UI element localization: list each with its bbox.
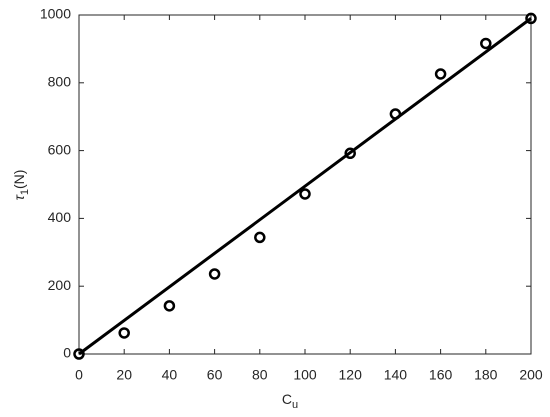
x-tick-label: 180 [474,367,498,383]
data-point [299,188,311,200]
x-tick-label: 100 [293,367,317,383]
y-tick-label: 0 [63,345,71,361]
data-point [73,348,85,360]
x-tick-label: 120 [339,367,363,383]
x-tick-label: 40 [162,367,178,383]
x-tick-label: 200 [519,367,543,383]
x-tick-label: 60 [207,367,223,383]
data-point [254,231,266,244]
y-label-subscript: 1 [19,189,31,195]
x-tick-label: 0 [75,367,83,383]
x-tick-label: 20 [116,367,132,383]
x-tick-label: 160 [429,367,453,383]
data-point [344,147,356,160]
y-tick-label: 1000 [40,6,71,22]
x-axis-label: Cu [282,391,298,411]
y-tick-label: 400 [48,209,72,225]
y-tick-label: 800 [48,74,72,90]
x-label-main: C [282,391,292,407]
data-point [525,12,537,25]
fit-line [78,17,532,356]
x-tick-label: 80 [252,367,268,383]
x-label-subscript: u [292,399,298,411]
data-point [163,300,176,312]
y-tick-label: 600 [48,141,72,157]
y-label-main: τ [11,194,27,200]
y-label-suffix: (N) [11,170,27,189]
y-tick-label: 200 [48,277,72,293]
data-point [208,268,221,280]
y-axis-label: τ1(N) [11,170,31,201]
data-point [118,327,130,339]
x-tick-label: 140 [384,367,408,383]
data-point [434,68,447,80]
data-point [480,37,492,50]
